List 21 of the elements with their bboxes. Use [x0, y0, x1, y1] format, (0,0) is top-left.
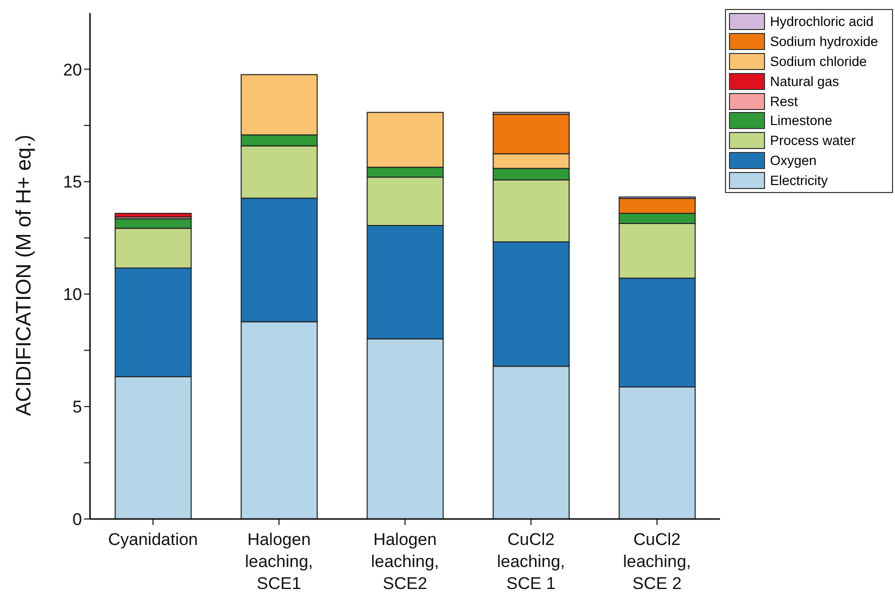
- x-tick-label: CuCl2 leaching, SCE 1: [496, 530, 566, 593]
- y-tick-label: 15: [63, 172, 82, 192]
- legend-label: Limestone: [770, 113, 832, 128]
- legend-label: Rest: [770, 94, 798, 109]
- x-tick-label: Cyanidation: [108, 530, 198, 549]
- y-tick-label: 0: [72, 510, 82, 530]
- legend-label: Sodium chloride: [770, 54, 867, 69]
- y-tick-label: 5: [72, 398, 82, 417]
- legend-label: Natural gas: [770, 74, 840, 89]
- legend-label: Electricity: [770, 172, 828, 188]
- x-tick-label: Halogen leaching, SCE1: [244, 530, 314, 593]
- bar: [114, 212, 192, 218]
- legend-label: Sodium hydroxide: [770, 34, 878, 50]
- legend-label: Oxygen: [770, 152, 817, 168]
- x-tick-label: CuCl2 leaching, SCE 2: [622, 530, 692, 593]
- legend-label: Hydrochloric acid: [770, 14, 874, 30]
- legend-label: Process water: [770, 133, 856, 148]
- y-axis-title: ACIDIFICATION (M of H+ eq.): [12, 134, 36, 416]
- x-tick-label: Halogen leaching, SCE2: [370, 530, 440, 593]
- y-tick-label: 10: [63, 285, 82, 304]
- y-tick-label: 20: [63, 60, 82, 80]
